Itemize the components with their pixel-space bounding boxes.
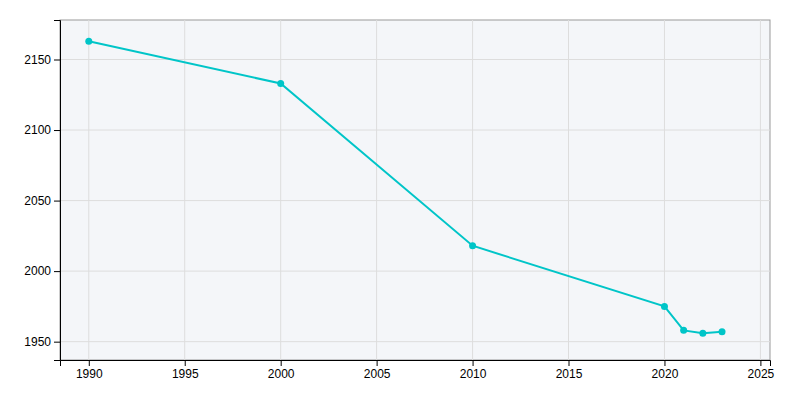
tick-mark bbox=[569, 360, 570, 366]
tick: 2005 bbox=[364, 360, 391, 381]
point bbox=[469, 242, 476, 249]
tick-mark bbox=[54, 201, 60, 202]
grid-line bbox=[568, 20, 569, 360]
tick-label: 2050 bbox=[24, 194, 51, 208]
tick: 2015 bbox=[556, 360, 583, 381]
grid-line bbox=[60, 341, 770, 342]
tick-mark bbox=[54, 271, 60, 272]
tick-mark bbox=[54, 342, 60, 343]
grid-line bbox=[88, 20, 89, 360]
plot-frame bbox=[60, 20, 770, 360]
tick: 2150 bbox=[24, 53, 60, 67]
x-axis: 1990 1995 2000 2005 2010 2015 2020 2025 bbox=[61, 360, 775, 381]
grid-line bbox=[760, 20, 761, 360]
point bbox=[719, 328, 726, 335]
y-axis: 1950 2000 2050 2100 2150 bbox=[24, 21, 60, 361]
tick: 2050 bbox=[24, 194, 60, 208]
tick: 2000 bbox=[268, 360, 295, 381]
axis-line bbox=[61, 361, 771, 367]
tick-mark bbox=[760, 360, 761, 366]
axis-line bbox=[54, 21, 61, 361]
tick: 2020 bbox=[652, 360, 679, 381]
tick: 2100 bbox=[24, 123, 60, 137]
tick-label: 2015 bbox=[556, 367, 583, 381]
point bbox=[680, 327, 687, 334]
tick-label: 2025 bbox=[748, 367, 775, 381]
grid-line bbox=[60, 200, 770, 201]
grid-line bbox=[376, 20, 377, 360]
point bbox=[661, 303, 668, 310]
tick-label: 2100 bbox=[24, 123, 51, 137]
tick-label: 1950 bbox=[24, 335, 51, 349]
tick: 1995 bbox=[172, 360, 199, 381]
tick-mark bbox=[664, 360, 665, 366]
grid-line bbox=[472, 20, 473, 360]
tick-mark bbox=[54, 130, 60, 131]
tick: 1990 bbox=[76, 360, 103, 381]
tick-mark bbox=[281, 360, 282, 366]
line bbox=[89, 41, 722, 333]
tick-mark bbox=[377, 360, 378, 366]
chart: 1990 1995 2000 2005 2010 2015 2020 2025 1950 2000… bbox=[0, 0, 800, 400]
tick-label: 2010 bbox=[460, 367, 487, 381]
grid-line bbox=[280, 20, 281, 360]
tick-label: 2150 bbox=[24, 53, 51, 67]
grid-line bbox=[60, 130, 770, 131]
marks bbox=[85, 38, 725, 337]
tick: 2025 bbox=[748, 360, 775, 381]
tick-mark bbox=[473, 360, 474, 366]
grid-line bbox=[60, 271, 770, 272]
plot: 1990 1995 2000 2005 2010 2015 2020 2025 1950 2000… bbox=[24, 20, 774, 381]
tick-label: 2000 bbox=[268, 367, 295, 381]
tick-mark bbox=[54, 60, 60, 61]
tick: 2000 bbox=[24, 264, 60, 278]
tick-label: 2005 bbox=[364, 367, 391, 381]
tick-label: 2020 bbox=[652, 367, 679, 381]
tick-label: 1990 bbox=[76, 367, 103, 381]
tick: 2010 bbox=[460, 360, 487, 381]
grid-line bbox=[184, 20, 185, 360]
point bbox=[699, 330, 706, 337]
grid bbox=[60, 20, 770, 360]
tick-mark bbox=[89, 360, 90, 366]
tick-mark bbox=[185, 360, 186, 366]
tick: 1950 bbox=[24, 335, 60, 349]
tick-label: 2000 bbox=[24, 264, 51, 278]
tick-label: 1995 bbox=[172, 367, 199, 381]
point bbox=[85, 38, 92, 45]
point bbox=[277, 80, 284, 87]
